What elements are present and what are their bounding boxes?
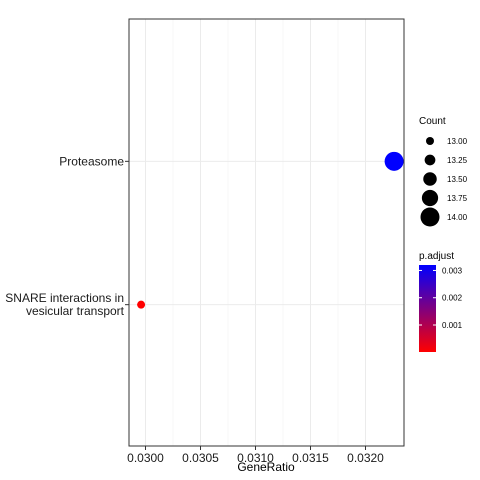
data-point bbox=[384, 151, 404, 171]
size-legend-key bbox=[424, 154, 436, 166]
size-legend-label: 14.00 bbox=[447, 213, 468, 222]
x-tick-label: 0.0300 bbox=[127, 451, 164, 465]
size-legend-label: 13.50 bbox=[447, 175, 468, 184]
color-legend-bar bbox=[419, 265, 436, 352]
x-tick-label: 0.0315 bbox=[292, 451, 329, 465]
color-legend: p.adjust 0.003 0.002 0.001 bbox=[419, 251, 463, 352]
panel-background bbox=[129, 19, 404, 446]
size-legend-key bbox=[423, 172, 437, 186]
data-point bbox=[137, 300, 146, 309]
data-points bbox=[137, 151, 404, 309]
size-legend-label: 13.75 bbox=[447, 194, 468, 203]
size-legend-key bbox=[426, 137, 434, 145]
color-legend-label: 0.003 bbox=[442, 266, 463, 275]
plot-panel bbox=[128, 18, 405, 447]
x-axis: 0.0300 0.0305 0.0310 0.0315 0.0320 bbox=[127, 446, 384, 465]
color-legend-label: 0.001 bbox=[442, 321, 463, 330]
size-legend-title: Count bbox=[419, 116, 446, 127]
size-legend-key bbox=[420, 207, 440, 227]
y-tick-label: vesicular transport bbox=[26, 304, 125, 318]
x-tick-label: 0.0305 bbox=[182, 451, 219, 465]
y-tick-label: Proteasome bbox=[59, 154, 124, 168]
x-tick-label: 0.0310 bbox=[237, 451, 274, 465]
size-legend: Count 13.00 13.25 13.50 13.75 14.00 bbox=[419, 116, 468, 227]
size-legend-label: 13.25 bbox=[447, 156, 468, 165]
x-tick-label: 0.0320 bbox=[347, 451, 384, 465]
x-axis-title: GeneRatio bbox=[237, 460, 295, 474]
color-legend-title: p.adjust bbox=[419, 251, 454, 262]
y-tick-label: SNARE interactions in bbox=[5, 291, 124, 305]
size-legend-key bbox=[421, 189, 439, 207]
panel-border bbox=[128, 18, 405, 447]
size-legend-label: 13.00 bbox=[447, 137, 468, 146]
color-legend-label: 0.002 bbox=[442, 294, 463, 303]
